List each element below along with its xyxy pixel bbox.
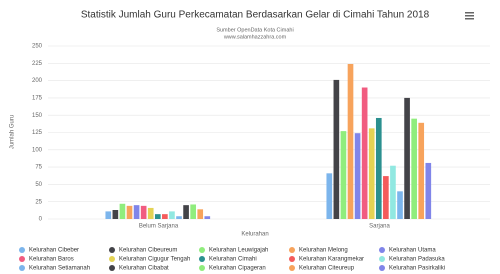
y-tick-label: 0 (39, 217, 43, 223)
legend-symbol (19, 247, 25, 253)
legend-label: Kelurahan Karangmekar (299, 257, 364, 263)
legend-item[interactable]: Kelurahan Cibeber (19, 247, 79, 254)
y-axis-title: Jumlah Guru (10, 115, 16, 149)
legend-label: Kelurahan Melong (299, 248, 348, 254)
bar (361, 87, 368, 220)
bar (197, 209, 204, 219)
legend-symbol (199, 247, 205, 253)
bar (112, 210, 119, 219)
y-tick-label: 25 (35, 199, 42, 205)
bar (140, 205, 147, 219)
bar (326, 173, 333, 219)
legend-symbol (199, 265, 205, 271)
legend-label: Kelurahan Cipageran (209, 266, 266, 272)
legend-symbol (289, 256, 295, 262)
y-tick-label: 150 (32, 113, 43, 119)
x-tick-label: Sarjana (369, 224, 390, 230)
bar (126, 205, 133, 219)
chart-title: Statistik Jumlah Guru Perkecamatan Berda… (81, 10, 430, 21)
legend-label: Kelurahan Pasirkaliki (389, 266, 445, 272)
legend-label: Kelurahan Cibabat (119, 266, 169, 272)
y-tick-label: 125 (32, 130, 43, 136)
y-tick-label: 50 (35, 182, 42, 188)
y-tick-label: 250 (32, 44, 43, 50)
legend-label: Kelurahan Cimahi (209, 257, 257, 263)
legend-symbol (379, 265, 385, 271)
legend-item[interactable]: Kelurahan Cipageran (199, 265, 266, 272)
bar (204, 216, 211, 219)
bar (154, 214, 161, 219)
bar (190, 204, 196, 219)
bar (404, 97, 410, 219)
legend-symbol (379, 256, 385, 262)
bar (169, 211, 175, 219)
bar (176, 216, 182, 219)
menu-button[interactable] (465, 12, 474, 20)
y-tick-label: 100 (32, 147, 43, 153)
bar (340, 131, 347, 219)
legend-item[interactable]: Kelurahan Cibeureum (109, 247, 177, 254)
menu-bar (465, 18, 474, 20)
legend-item[interactable]: Kelurahan Utama (379, 247, 436, 254)
legend-item[interactable]: Kelurahan Citeureup (289, 265, 355, 272)
legend-item[interactable]: Kelurahan Pasirkaliki (379, 265, 445, 272)
legend-item[interactable]: Kelurahan Cigugur Tengah (109, 256, 190, 263)
legend-item[interactable]: Kelurahan Leuwigajah (199, 247, 268, 254)
legend-symbol (379, 247, 385, 253)
legend-label: Kelurahan Setiamanah (29, 266, 90, 272)
legend-item[interactable]: Kelurahan Baros (19, 256, 74, 263)
legend-symbol (199, 256, 205, 262)
legend-symbol (109, 247, 115, 253)
bar (368, 128, 375, 219)
x-axis-title: Kelurahan (241, 232, 268, 238)
legend-symbol (19, 256, 25, 262)
bar (390, 165, 396, 219)
bar (425, 162, 432, 219)
bar (133, 205, 140, 219)
legend-label: Kelurahan Padasuka (389, 257, 445, 263)
legend-label: Kelurahan Cibeber (29, 248, 79, 254)
legend-symbol (289, 265, 295, 271)
bar (105, 211, 112, 219)
chart-subtitle: Sumber OpenData Kota Cimahi (216, 27, 293, 33)
menu-bar (465, 15, 474, 17)
bar (347, 63, 354, 219)
bar (183, 205, 189, 219)
bar (147, 207, 154, 219)
legend-label: Kelurahan Cigugur Tengah (119, 257, 190, 263)
menu-bar (465, 12, 474, 14)
legend-symbol (109, 256, 115, 262)
bar (418, 122, 425, 219)
bar (397, 191, 403, 219)
legend-symbol (109, 265, 115, 271)
legend-item[interactable]: Kelurahan Cibabat (109, 265, 169, 272)
legend-label: Kelurahan Baros (29, 257, 74, 263)
y-tick-label: 200 (32, 78, 43, 84)
bar (354, 133, 361, 219)
legend-item[interactable]: Kelurahan Cimahi (199, 256, 257, 263)
legend-label: Kelurahan Utama (389, 248, 436, 254)
legend-item[interactable]: Kelurahan Padasuka (379, 256, 445, 263)
legend-label: Kelurahan Citeureup (299, 266, 355, 272)
bar (411, 118, 417, 219)
bar (162, 214, 168, 219)
bar (119, 203, 126, 219)
legend-label: Kelurahan Cibeureum (119, 248, 177, 254)
legend-symbol (19, 265, 25, 271)
legend-item[interactable]: Kelurahan Karangmekar (289, 256, 364, 263)
legend-item[interactable]: Kelurahan Setiamanah (19, 265, 90, 272)
bar (333, 79, 340, 220)
legend-symbol (289, 247, 295, 253)
y-tick-label: 175 (32, 95, 43, 101)
y-tick-label: 75 (35, 165, 42, 171)
x-tick-label: Belum Sarjana (139, 224, 179, 230)
bar (375, 117, 382, 219)
bar (383, 176, 389, 219)
y-tick-label: 225 (32, 61, 43, 67)
legend-item[interactable]: Kelurahan Melong (289, 247, 348, 254)
chart-subtitle: www.salamhazzahra.com (223, 34, 287, 40)
legend-label: Kelurahan Leuwigajah (209, 248, 268, 254)
